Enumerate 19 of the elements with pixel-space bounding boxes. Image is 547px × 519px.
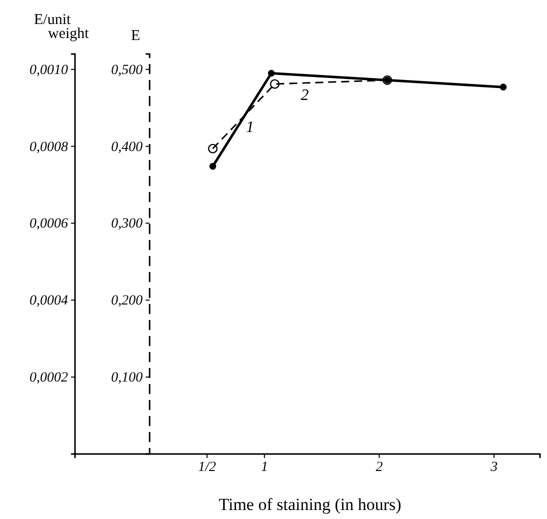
x-tick-label: 2 <box>376 460 383 475</box>
y-axis-title: E <box>131 28 140 44</box>
y2-tick-label: 0,0004 <box>30 294 68 309</box>
y-tick-label: 0,400 <box>111 140 143 155</box>
x-tick-label: 1/2 <box>198 460 216 475</box>
x-axis-title: Time of staining (in hours) <box>218 495 402 514</box>
y2-tick-label: 0,0010 <box>30 62 68 78</box>
y2-tick-label: 0,0002 <box>30 370 68 386</box>
y-tick-label: 0,500 <box>111 62 143 78</box>
y-tick-label: 0,200 <box>111 294 143 309</box>
x-tick-label: 3 <box>490 460 498 475</box>
y2-axis-title: E/unit weight <box>34 12 90 42</box>
series-label: 1 <box>246 118 254 136</box>
y2-tick-label: 0,0006 <box>30 216 68 232</box>
y-tick-label: 0,100 <box>111 370 143 386</box>
y-tick-label: 0,300 <box>111 216 143 232</box>
y2-tick-label: 0,0008 <box>30 140 68 155</box>
x-tick-label: 1 <box>260 460 268 475</box>
series-label: 2 <box>300 87 309 104</box>
